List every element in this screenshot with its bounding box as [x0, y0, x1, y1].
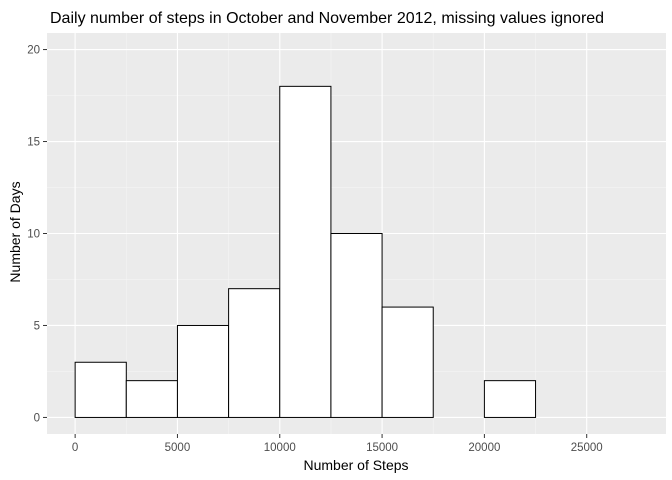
- x-tick-label: 25000: [571, 442, 603, 454]
- x-tick-label: 10000: [264, 442, 296, 454]
- y-tick-label: 5: [34, 320, 40, 332]
- x-tick-label: 5000: [165, 442, 191, 454]
- y-axis-title: Number of Days: [7, 181, 23, 282]
- y-tick-label: 15: [27, 137, 40, 149]
- x-tick-label: 20000: [468, 442, 500, 454]
- histogram-bars: [74, 85, 537, 418]
- histogram-bar: [381, 306, 434, 418]
- y-tick-label: 20: [27, 45, 40, 57]
- histogram-bar: [483, 380, 537, 418]
- histogram-bar: [176, 324, 230, 418]
- x-tick-label: 0: [72, 442, 78, 454]
- histogram-bar: [279, 85, 332, 418]
- y-axis: 0 5 10 15 20: [27, 45, 47, 424]
- x-axis: 0 5000 10000 15000 20000 25000: [72, 434, 603, 454]
- x-tick-label: 15000: [366, 442, 398, 454]
- histogram-bar: [125, 380, 178, 418]
- x-axis-title: Number of Steps: [303, 457, 408, 473]
- histogram-bar: [74, 361, 127, 418]
- histogram-bar: [330, 233, 383, 418]
- histogram-bar: [228, 288, 281, 418]
- y-tick-label: 0: [34, 412, 40, 424]
- chart-title: Daily number of steps in October and Nov…: [50, 10, 604, 27]
- y-tick-label: 10: [27, 229, 40, 241]
